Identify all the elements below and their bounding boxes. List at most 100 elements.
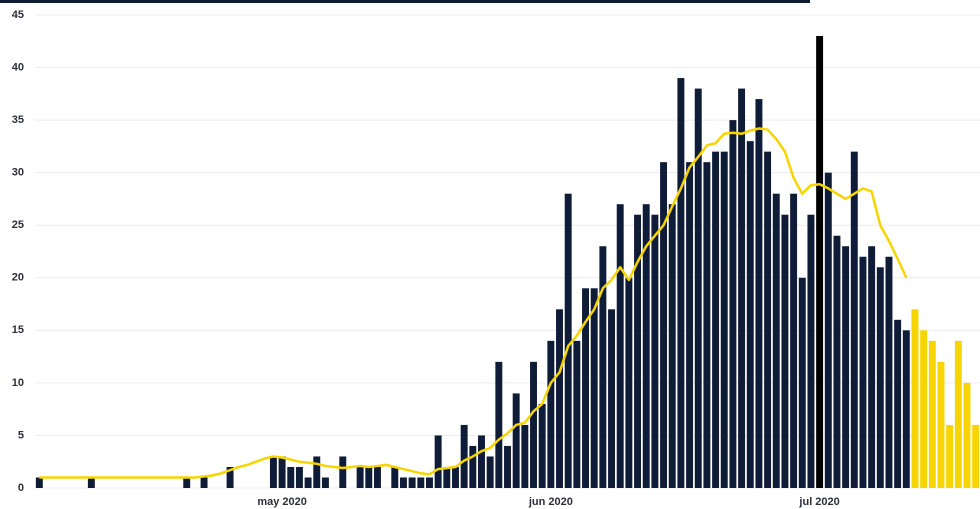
y-tick-label: 30 — [12, 167, 24, 179]
bar — [816, 36, 824, 489]
bar — [746, 141, 754, 488]
bar — [686, 162, 694, 488]
bar — [530, 361, 537, 488]
y-tick-label: 45 — [12, 9, 24, 21]
bar — [850, 151, 858, 488]
bar — [634, 214, 642, 488]
bar — [304, 477, 312, 488]
bar — [599, 246, 607, 488]
bar — [278, 456, 286, 488]
bar — [564, 193, 572, 488]
bar — [972, 424, 980, 488]
bar — [200, 477, 208, 488]
bar — [356, 466, 364, 488]
bar — [321, 477, 329, 488]
bar — [35, 477, 43, 488]
bar — [556, 309, 563, 488]
bar — [183, 477, 191, 488]
bar — [668, 204, 676, 488]
bar — [876, 267, 884, 488]
bar — [269, 456, 277, 488]
bar — [781, 214, 789, 488]
bar — [720, 151, 728, 488]
bar — [911, 309, 919, 488]
bar — [859, 256, 867, 488]
bar — [798, 277, 806, 488]
bar — [512, 393, 520, 488]
bar — [807, 214, 815, 488]
bar — [443, 466, 451, 488]
bar — [573, 340, 581, 488]
bar — [469, 445, 477, 488]
bar — [772, 193, 780, 488]
bar — [902, 330, 910, 488]
y-tick-label: 25 — [12, 219, 24, 231]
moving-average-line — [39, 127, 908, 479]
bar — [538, 403, 546, 488]
bar — [478, 435, 485, 488]
bar — [460, 424, 468, 488]
bar — [625, 277, 633, 488]
bar — [946, 424, 954, 488]
bar — [486, 456, 494, 488]
bar — [408, 477, 416, 488]
bar — [373, 466, 381, 488]
bar — [295, 466, 303, 488]
bar — [434, 435, 442, 488]
y-tick-label: 20 — [12, 272, 24, 284]
bar — [677, 78, 685, 489]
bar — [833, 235, 841, 488]
bar — [616, 204, 624, 488]
bar — [313, 456, 321, 488]
bar — [790, 193, 798, 488]
bar — [452, 466, 459, 488]
bar — [504, 445, 511, 488]
bar — [755, 99, 763, 488]
bar — [738, 88, 746, 489]
bar — [842, 246, 850, 488]
bar — [660, 162, 668, 488]
x-tick-label: may 2020 — [257, 496, 307, 508]
bar — [365, 466, 373, 488]
bar — [729, 120, 737, 488]
bar — [226, 466, 234, 488]
bar — [642, 204, 650, 488]
bar — [547, 340, 555, 488]
bar — [824, 172, 832, 488]
bar — [495, 361, 503, 488]
y-tick-label: 10 — [12, 377, 24, 389]
x-tick-label: jul 2020 — [798, 496, 839, 508]
bar — [885, 256, 893, 488]
bar — [868, 246, 876, 488]
y-tick-label: 40 — [12, 61, 24, 73]
y-tick-label: 15 — [12, 324, 24, 336]
bar — [287, 466, 295, 488]
bar — [417, 477, 425, 488]
y-tick-label: 0 — [18, 482, 24, 494]
bar — [963, 382, 971, 488]
bar — [590, 288, 598, 488]
bar — [712, 151, 720, 488]
bar — [928, 340, 936, 488]
bar — [954, 340, 962, 488]
bar — [426, 477, 433, 488]
top-rule — [0, 0, 810, 3]
bar — [391, 466, 399, 488]
bar — [521, 424, 529, 488]
bar — [703, 162, 711, 488]
bar — [87, 477, 95, 488]
bar — [651, 214, 659, 488]
y-tick-label: 35 — [12, 114, 24, 126]
bar — [399, 477, 407, 488]
bar — [894, 319, 902, 488]
bar — [694, 88, 702, 489]
bar — [937, 361, 945, 488]
bar — [339, 456, 347, 488]
bar — [582, 288, 589, 488]
x-tick-label: jun 2020 — [528, 496, 573, 508]
bar — [764, 151, 772, 488]
y-tick-label: 5 — [18, 429, 24, 441]
bar — [608, 309, 616, 488]
bar — [920, 330, 928, 488]
